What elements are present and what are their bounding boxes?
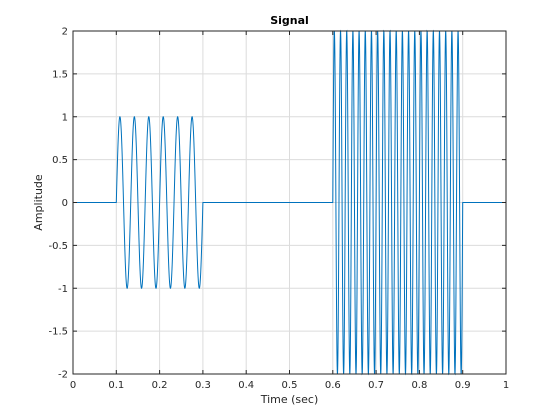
series-layer	[73, 29, 506, 376]
chart-title: Signal	[270, 14, 309, 27]
y-tick-label: 0	[62, 198, 68, 209]
x-tick-label: 0.7	[368, 380, 384, 391]
x-tick-label: 1	[503, 380, 509, 391]
signal-line	[73, 29, 506, 376]
y-tick-labels: 2 1.5 1 0.5 0 -0.5 -1 -1.5 -2	[48, 27, 68, 381]
x-axis-label: Time (sec)	[260, 393, 319, 406]
x-tick-label: 0.8	[411, 380, 427, 391]
x-tick-labels: 0 0.1 0.2 0.3 0.4 0.5 0.6 0.7 0.8 0.9 1	[70, 380, 509, 391]
x-tick-label: 0.1	[108, 380, 124, 391]
x-tick-label: 0	[70, 380, 76, 391]
y-tick-label: -1.5	[48, 327, 68, 338]
y-tick-label: 0.5	[52, 155, 68, 166]
y-tick-label: 1.5	[52, 69, 68, 80]
y-tick-label: -1	[58, 284, 68, 295]
y-tick-label: -0.5	[48, 241, 68, 252]
x-tick-label: 0.5	[282, 380, 298, 391]
y-tick-label: 2	[62, 27, 68, 38]
x-tick-label: 0.2	[152, 380, 168, 391]
x-tick-label: 0.4	[238, 380, 254, 391]
y-tick-label: -2	[58, 370, 68, 381]
x-tick-label: 0.6	[325, 380, 341, 391]
x-tick-label: 0.3	[195, 380, 211, 391]
x-tick-label: 0.9	[455, 380, 471, 391]
tick-marks	[72, 30, 507, 375]
y-axis-label: Amplitude	[32, 174, 45, 231]
y-tick-label: 1	[62, 112, 68, 123]
